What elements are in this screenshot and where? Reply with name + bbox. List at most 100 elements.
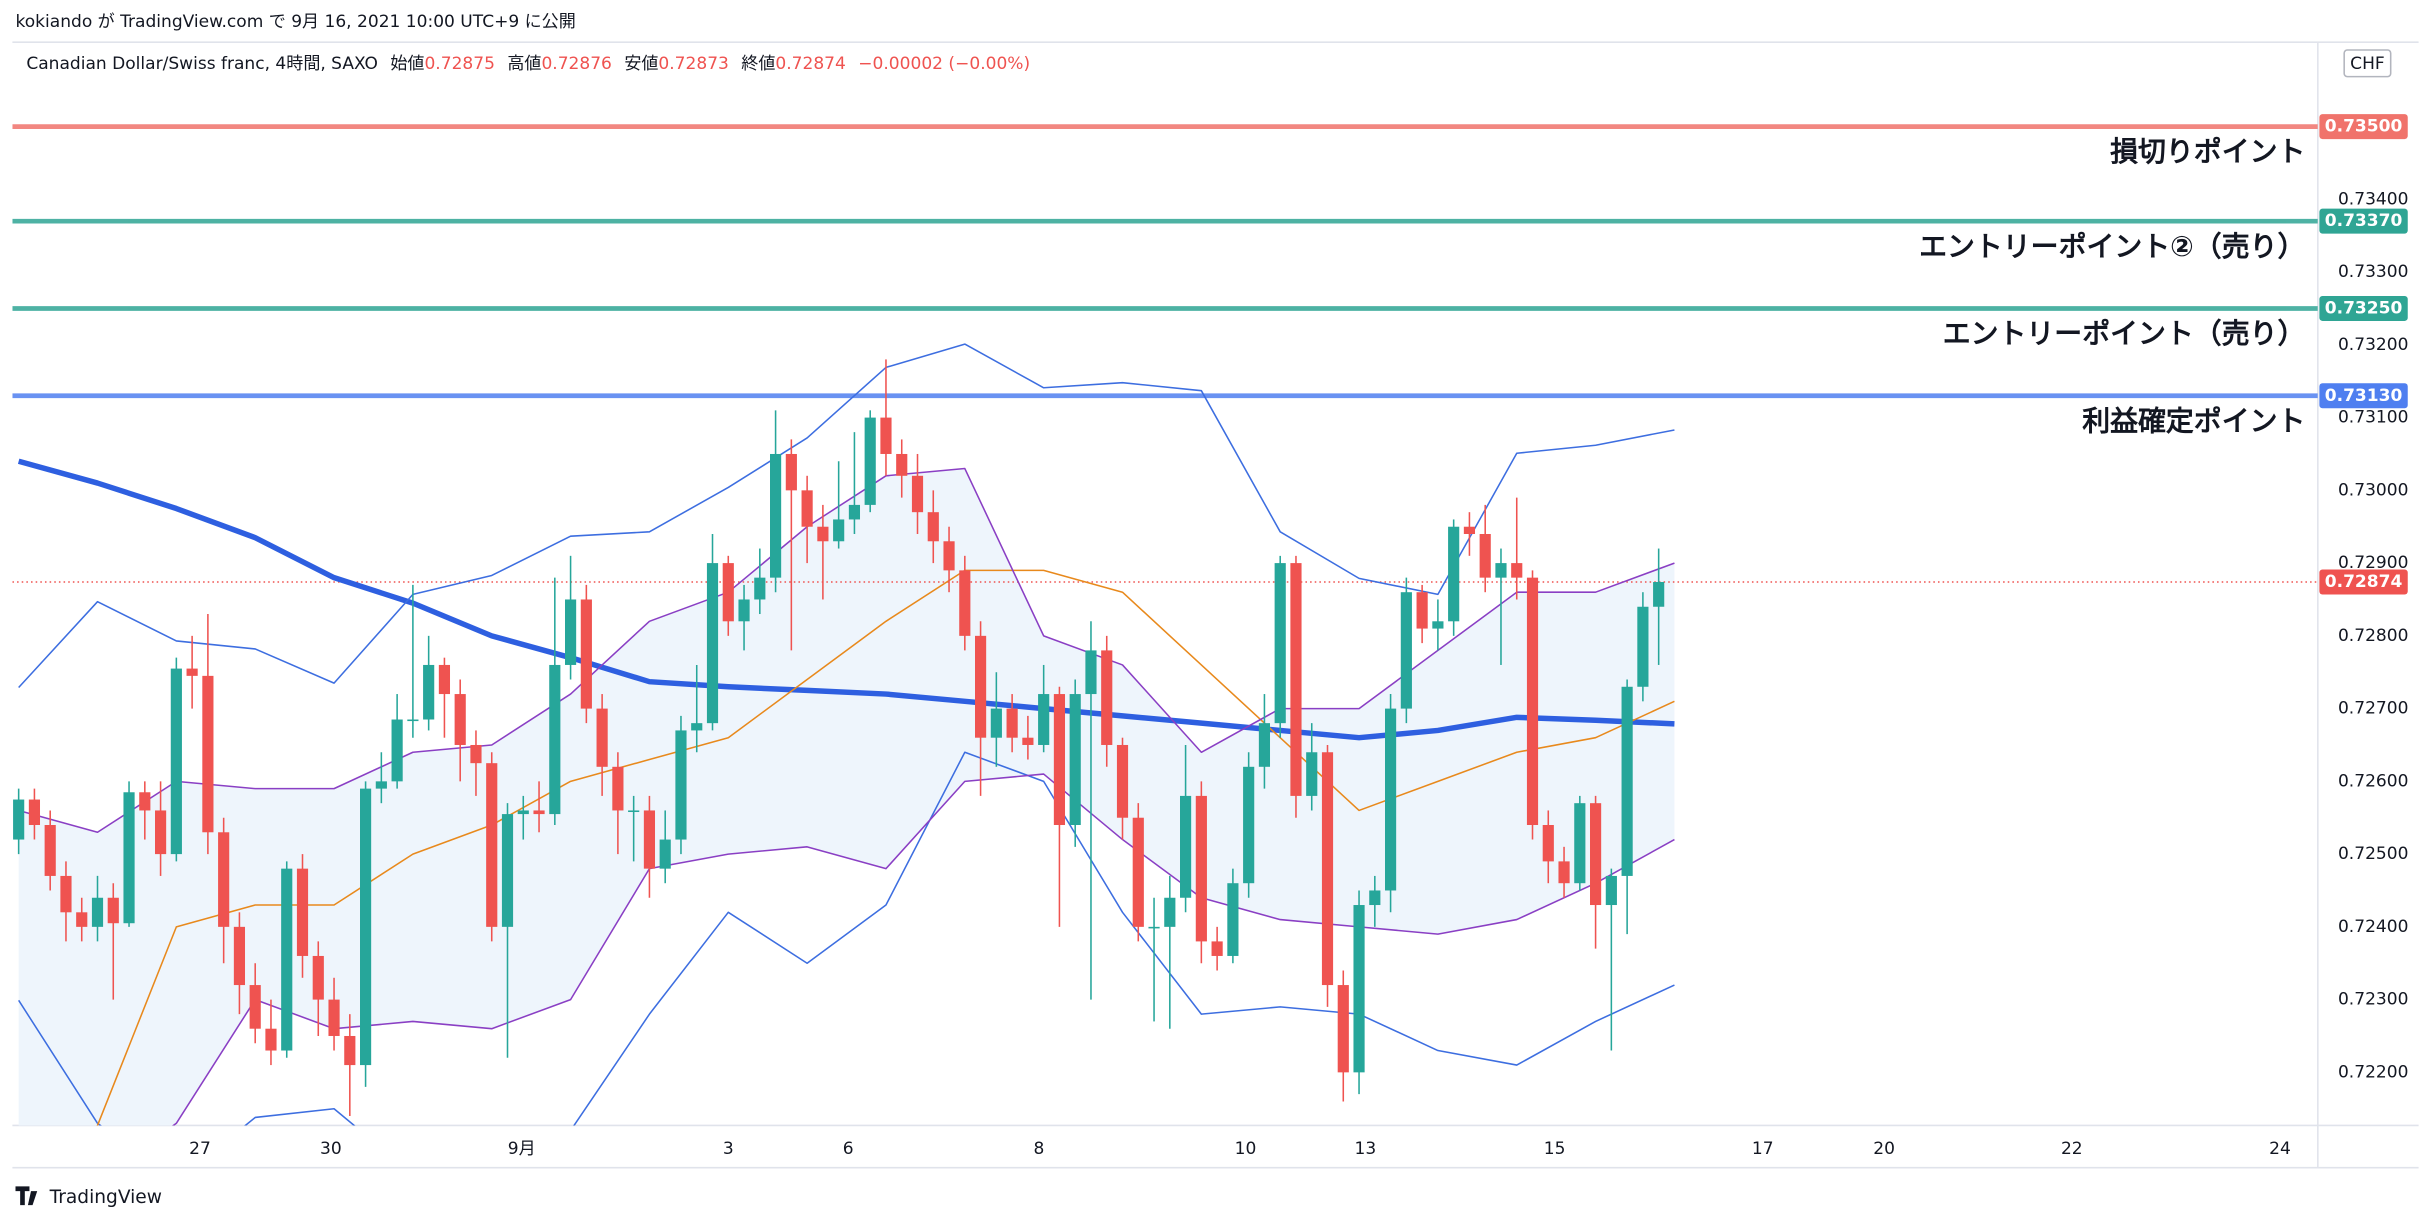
candle-body [817, 526, 829, 542]
candle-body [1637, 606, 1649, 687]
candle-body [975, 635, 987, 738]
candle-body [848, 504, 861, 520]
candle-body [659, 839, 671, 869]
x-tick-label: 22 [2061, 1139, 2083, 1159]
y-tick-label: 0.73400 [2338, 189, 2408, 209]
plot-area [12, 124, 2318, 1126]
x-tick-label: 13 [1355, 1139, 1377, 1159]
candle-body [549, 664, 561, 815]
y-tick-label: 0.72700 [2338, 699, 2408, 719]
candle-body [391, 719, 403, 782]
candle-body [580, 599, 592, 709]
legend-line: Canadian Dollar/Swiss franc, 4時間, SAXO 始値… [26, 54, 1030, 74]
y-tick-label: 0.72900 [2338, 553, 2408, 573]
legend-symbol: Canadian Dollar/Swiss franc, 4時間, SAXO [26, 54, 378, 74]
candle-body [1306, 752, 1318, 796]
brand-logo [15, 1186, 38, 1206]
candle-body [1211, 941, 1223, 956]
candle-body [1290, 563, 1302, 796]
indicator-line [18, 751, 1675, 1126]
candle-body [186, 668, 198, 676]
candle-body [1574, 803, 1586, 884]
candle-body [738, 599, 750, 622]
y-tick-label: 0.72600 [2338, 771, 2408, 791]
candle-body [375, 781, 387, 789]
x-tick-label: 3 [723, 1139, 734, 1159]
candle-body [296, 868, 309, 956]
y-tick-label: 0.73300 [2338, 262, 2408, 282]
candle-body [754, 577, 766, 600]
legend-value: 0.72875 [424, 54, 494, 74]
x-tick-label: 30 [320, 1139, 342, 1159]
candle-body [943, 541, 955, 571]
y-tick-label: 0.72300 [2338, 990, 2408, 1010]
legend-change: −0.00002 (−0.00%) [858, 54, 1030, 74]
candle-body [612, 766, 624, 811]
candle-body [1400, 592, 1412, 709]
y-tick-label: 0.73200 [2338, 335, 2408, 355]
candle-body [218, 832, 230, 927]
legend-value: 0.72876 [541, 54, 611, 74]
currency: CHF [2350, 54, 2385, 74]
candle-body [233, 926, 246, 986]
y-tick-label: 0.72500 [2338, 844, 2408, 864]
candle-body [911, 475, 924, 513]
candle-body [880, 417, 892, 454]
candle-body [1479, 534, 1491, 578]
candle-body [1448, 526, 1460, 622]
candle-body [501, 814, 514, 927]
brand: TradingView [49, 1187, 162, 1208]
level-name: 損切りポイント [2110, 135, 2305, 168]
candle-body [959, 570, 971, 636]
level-axis-label: 0.73250 [2325, 298, 2403, 318]
candle-body [249, 985, 261, 1029]
candle-body [1132, 817, 1144, 927]
candle-body [1558, 861, 1570, 884]
candle-body [1495, 563, 1507, 578]
y-tick-label: 0.73100 [2338, 408, 2408, 428]
x-tick-label: 6 [843, 1139, 854, 1159]
indicator-line [18, 467, 1675, 834]
candle-body [1006, 708, 1018, 738]
candle-body [1353, 905, 1365, 1073]
legend-value: 0.72874 [775, 54, 845, 74]
candle-body [44, 825, 56, 876]
candle-body [13, 799, 25, 840]
candle-body [691, 723, 703, 731]
candle-body [1511, 563, 1523, 578]
candle-body [123, 792, 135, 924]
y-tick-label: 0.72400 [2338, 917, 2408, 937]
candle-body [202, 675, 214, 833]
candle-body [1258, 723, 1271, 767]
candle-body [1116, 744, 1129, 818]
candle-body [1085, 650, 1097, 695]
indicator-line [17, 458, 1675, 741]
candle-body [470, 744, 482, 764]
x-tick-label: 10 [1235, 1139, 1257, 1159]
candle-body [107, 897, 119, 924]
candle-body [565, 599, 577, 665]
candle-body [1180, 795, 1192, 898]
candle-body [628, 810, 640, 813]
candle-body [1164, 897, 1176, 927]
legend-key: 終値 [741, 54, 775, 74]
candle-body [1463, 526, 1476, 535]
level-name: エントリーポイント（売り） [1943, 317, 2306, 350]
candle-body [706, 563, 719, 724]
candle-body [864, 417, 876, 505]
level-axis-box [2319, 114, 2408, 140]
candle-body [76, 912, 88, 927]
x-tick-label: 20 [1873, 1139, 1895, 1159]
level-axis-label: 0.73500 [2325, 117, 2403, 137]
level-axis-box [2319, 383, 2408, 409]
last-price-box [2319, 569, 2408, 595]
indicator-line [172, 773, 1675, 1126]
candle-body [833, 519, 845, 542]
candle-body [265, 1028, 277, 1051]
candle-body [722, 563, 734, 622]
candle-body [927, 512, 939, 542]
candle-body [1653, 582, 1665, 607]
candle-body [1432, 621, 1444, 629]
candle-body [1526, 577, 1539, 826]
